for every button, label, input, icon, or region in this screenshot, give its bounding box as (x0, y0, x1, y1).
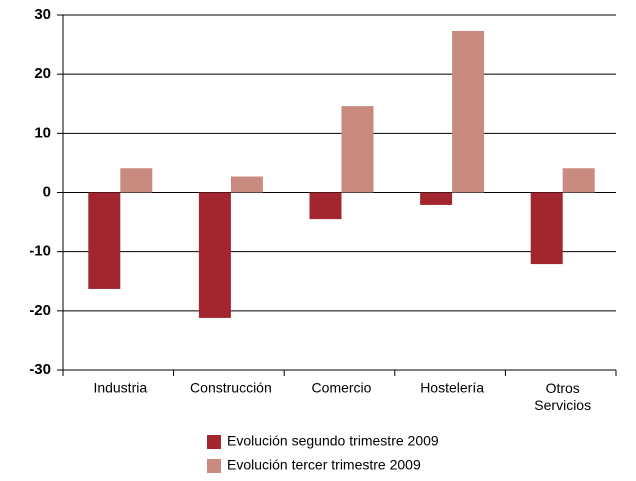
bar (341, 106, 374, 193)
legend-swatch (207, 459, 221, 473)
x-tick-label: Industria (93, 380, 147, 396)
y-tick-label: 10 (34, 124, 51, 141)
x-tick-label: Construcción (190, 380, 272, 396)
legend-label: Evolución tercer trimestre 2009 (227, 457, 421, 473)
y-tick-label: 20 (34, 65, 51, 82)
bar (120, 168, 153, 193)
y-tick-label: 0 (43, 183, 51, 200)
legend-swatch (207, 435, 221, 449)
bar (88, 192, 121, 289)
bar (230, 176, 263, 193)
legend-label: Evolución segundo trimestre 2009 (227, 433, 439, 449)
x-tick-label: Hostelería (420, 380, 484, 396)
y-tick-label: -20 (29, 302, 51, 319)
bar (420, 192, 453, 205)
y-tick-label: 30 (34, 6, 51, 23)
bar (530, 192, 563, 265)
y-tick-label: -30 (29, 361, 51, 378)
bar (309, 192, 342, 220)
x-tick-label: Otros Servicios (534, 380, 591, 413)
bar (562, 168, 595, 193)
bar (198, 192, 231, 318)
y-tick-label: -10 (29, 243, 51, 260)
bar (452, 30, 485, 193)
x-tick-label: Comercio (312, 380, 372, 396)
